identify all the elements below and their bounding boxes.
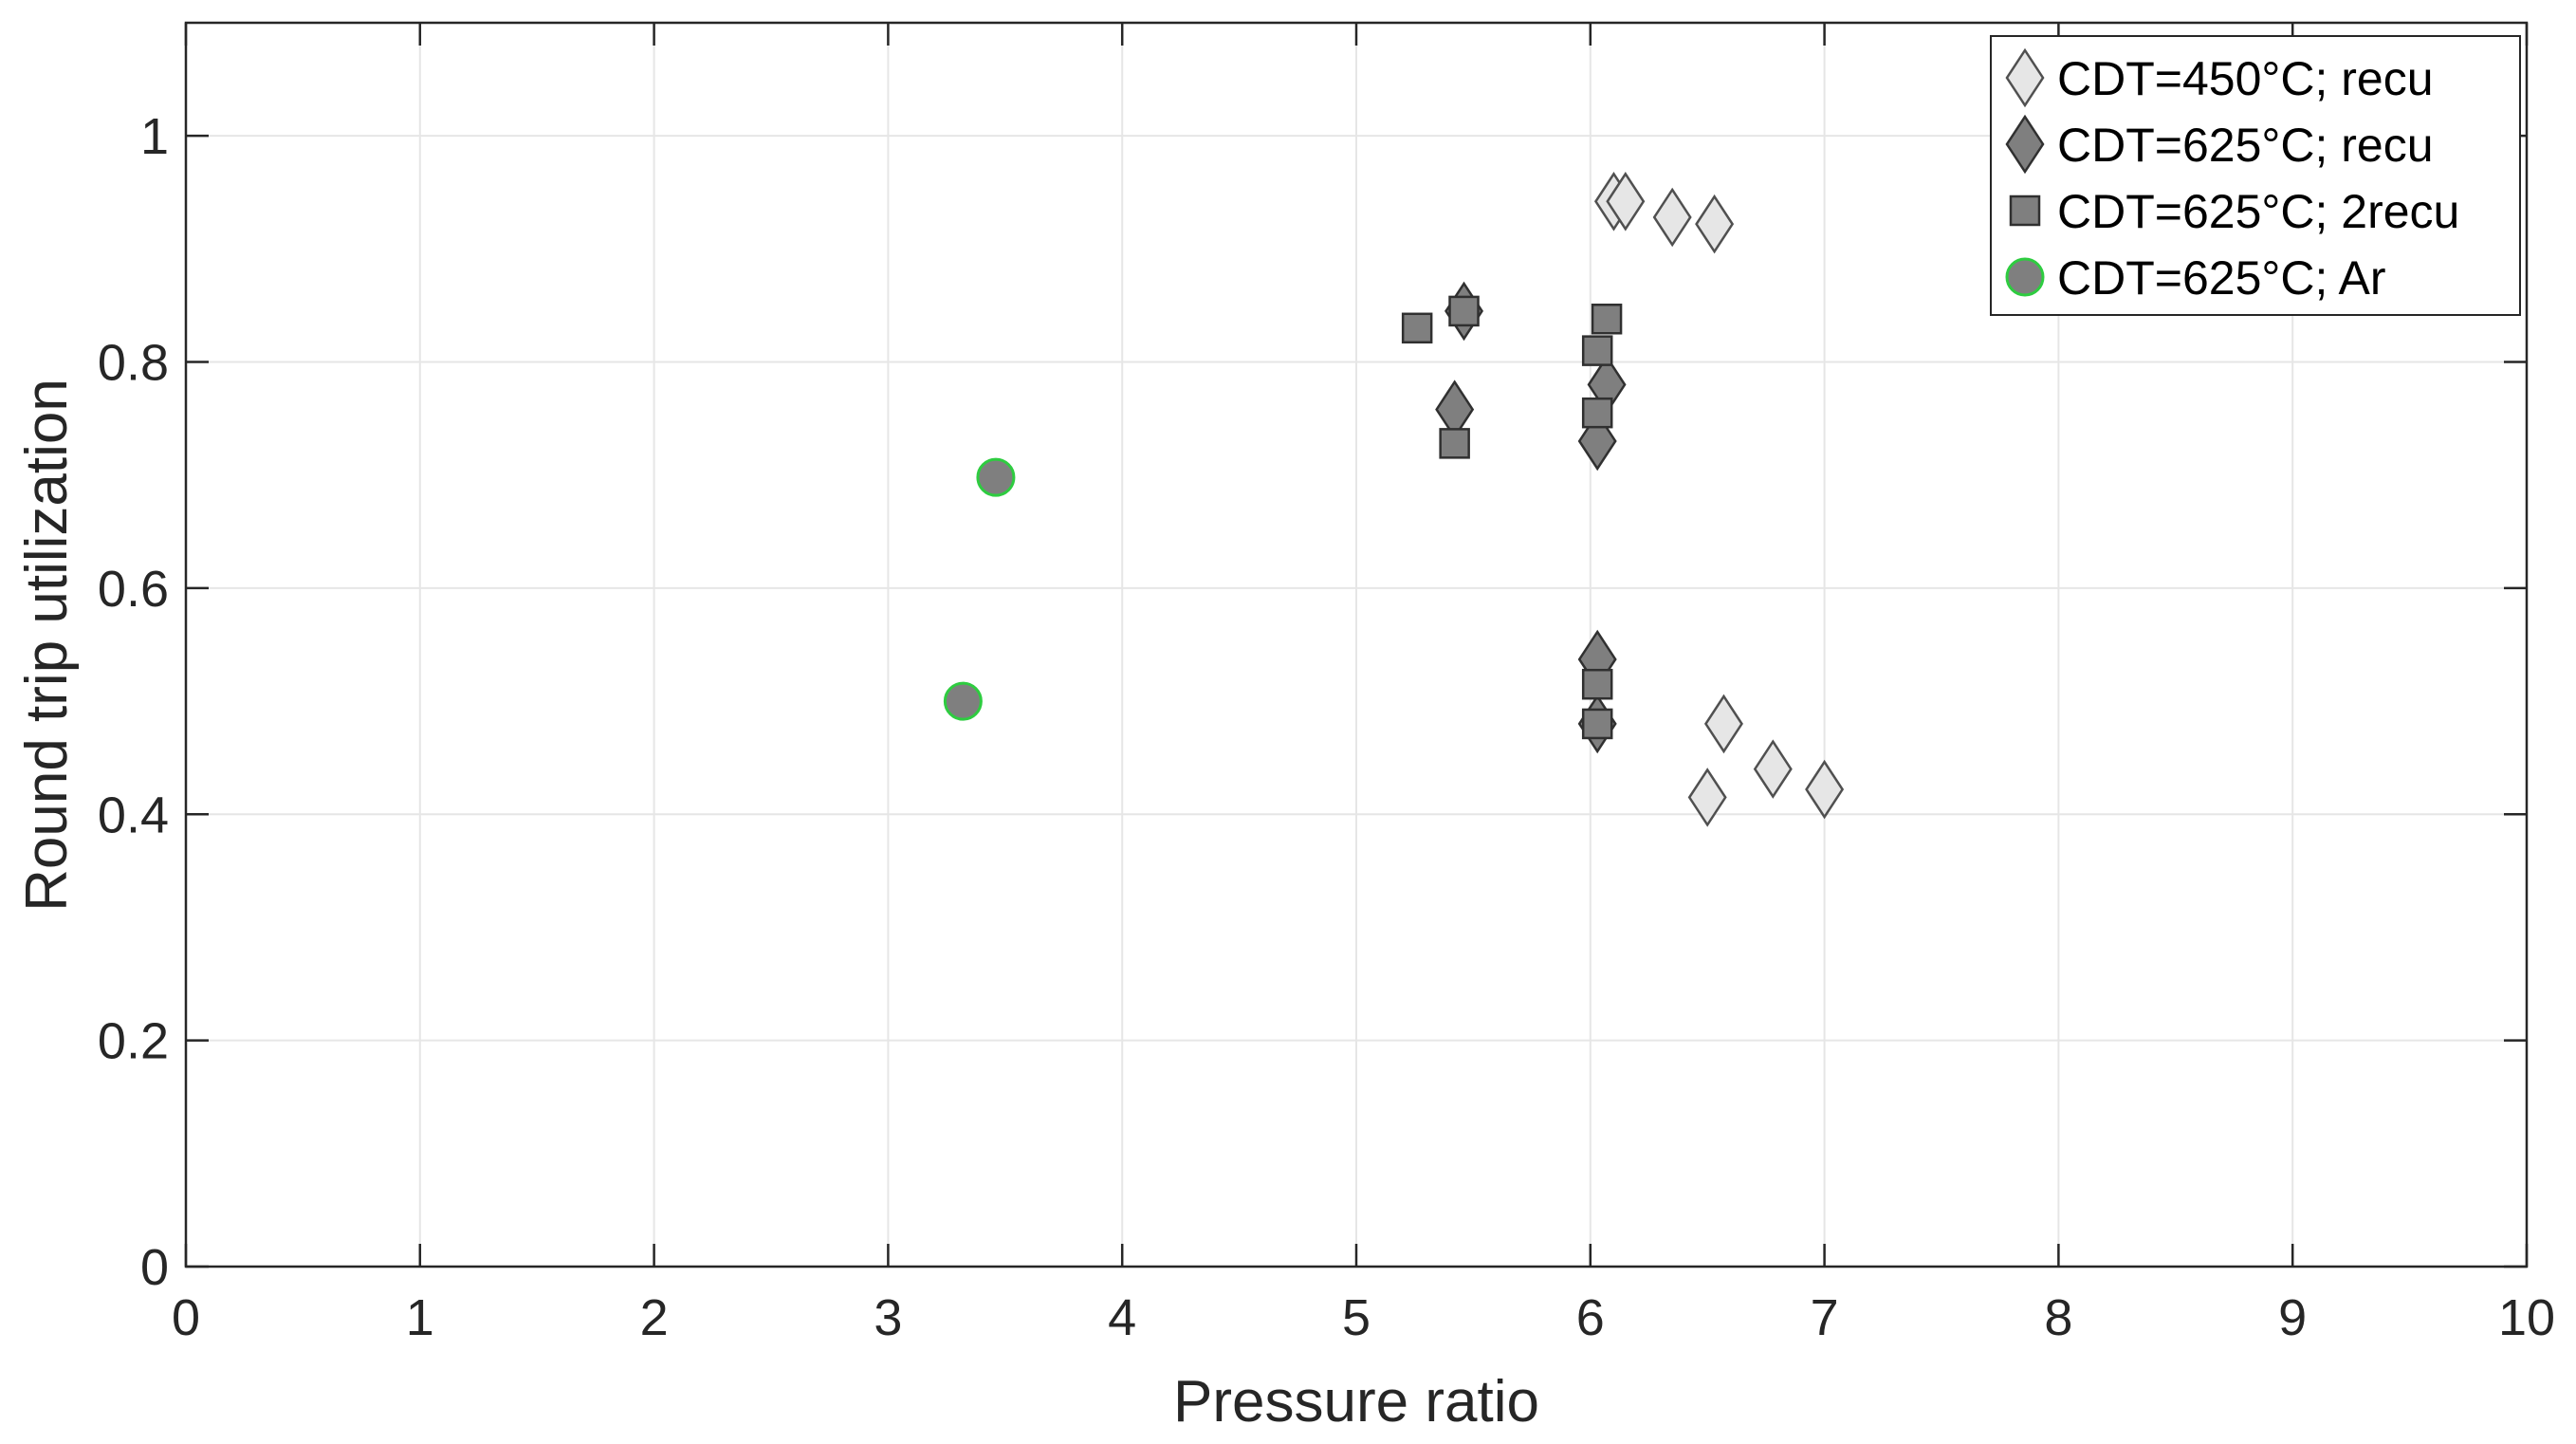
data-point-diamond bbox=[1652, 187, 1692, 248]
legend-box bbox=[1990, 35, 2521, 316]
series-0 bbox=[1593, 172, 1845, 827]
legend-marker-square bbox=[2009, 194, 2041, 227]
series-3 bbox=[943, 457, 1016, 721]
legend-label: CDT=625°C; 2recu bbox=[2057, 185, 2459, 238]
y-tick-label: 1 bbox=[140, 108, 169, 165]
x-tick-label: 4 bbox=[1108, 1289, 1136, 1346]
legend-marker-diamond bbox=[2005, 114, 2045, 175]
data-point-diamond bbox=[1687, 768, 1727, 827]
x-tick-label: 5 bbox=[1342, 1289, 1371, 1346]
legend-label: CDT=625°C; recu bbox=[2057, 119, 2434, 172]
y-tick-label: 0.6 bbox=[98, 561, 169, 618]
x-tick-label: 9 bbox=[2278, 1289, 2307, 1346]
data-point-diamond bbox=[1805, 759, 1845, 820]
data-point-diamond bbox=[1753, 739, 1793, 799]
series-2 bbox=[1401, 295, 1623, 740]
data-point-square bbox=[1439, 428, 1470, 459]
data-point-circle bbox=[976, 457, 1016, 497]
x-tick-label: 6 bbox=[1576, 1289, 1605, 1346]
data-points bbox=[943, 172, 1845, 827]
y-tick-label: 0.2 bbox=[98, 1013, 169, 1070]
y-tick-label: 0.8 bbox=[98, 335, 169, 392]
legend-marker-diamond bbox=[2005, 47, 2045, 108]
x-tick-label: 3 bbox=[874, 1289, 902, 1346]
axis-ticks: 0 1 2 3 4 5 6 7 8 9 10 0 0.2 0.4 0.6 0.8 1 bbox=[98, 23, 2555, 1346]
data-point-square bbox=[1581, 708, 1613, 740]
y-axis-title: Round trip utilization bbox=[14, 379, 80, 912]
y-tick-label: 0 bbox=[140, 1239, 169, 1296]
legend-label: CDT=625°C; Ar bbox=[2057, 251, 2386, 305]
legend: CDT=450°C; recu CDT=625°C; recu CDT=625°C;… bbox=[1990, 35, 2521, 316]
data-point-circle bbox=[943, 681, 983, 721]
x-tick-label: 7 bbox=[1811, 1289, 1839, 1346]
legend-label: CDT=450°C; recu bbox=[2057, 52, 2434, 105]
data-point-diamond bbox=[1703, 694, 1743, 754]
legend-marker-circle bbox=[2005, 257, 2045, 297]
data-point-square bbox=[1581, 397, 1613, 429]
y-tick-label: 0.4 bbox=[98, 787, 169, 843]
data-point-square bbox=[1448, 295, 1480, 327]
x-tick-label: 10 bbox=[2498, 1289, 2555, 1346]
x-tick-label: 0 bbox=[172, 1289, 200, 1346]
x-tick-label: 2 bbox=[640, 1289, 669, 1346]
data-point-square bbox=[1581, 335, 1613, 366]
x-tick-label: 8 bbox=[2044, 1289, 2072, 1346]
x-axis-title: Pressure ratio bbox=[1173, 1369, 1539, 1435]
x-tick-label: 1 bbox=[406, 1289, 434, 1346]
data-point-square bbox=[1401, 312, 1433, 344]
data-point-square bbox=[1581, 668, 1613, 700]
data-point-square bbox=[1591, 304, 1623, 335]
data-point-diamond bbox=[1695, 194, 1735, 254]
data-point-diamond bbox=[1606, 172, 1646, 231]
